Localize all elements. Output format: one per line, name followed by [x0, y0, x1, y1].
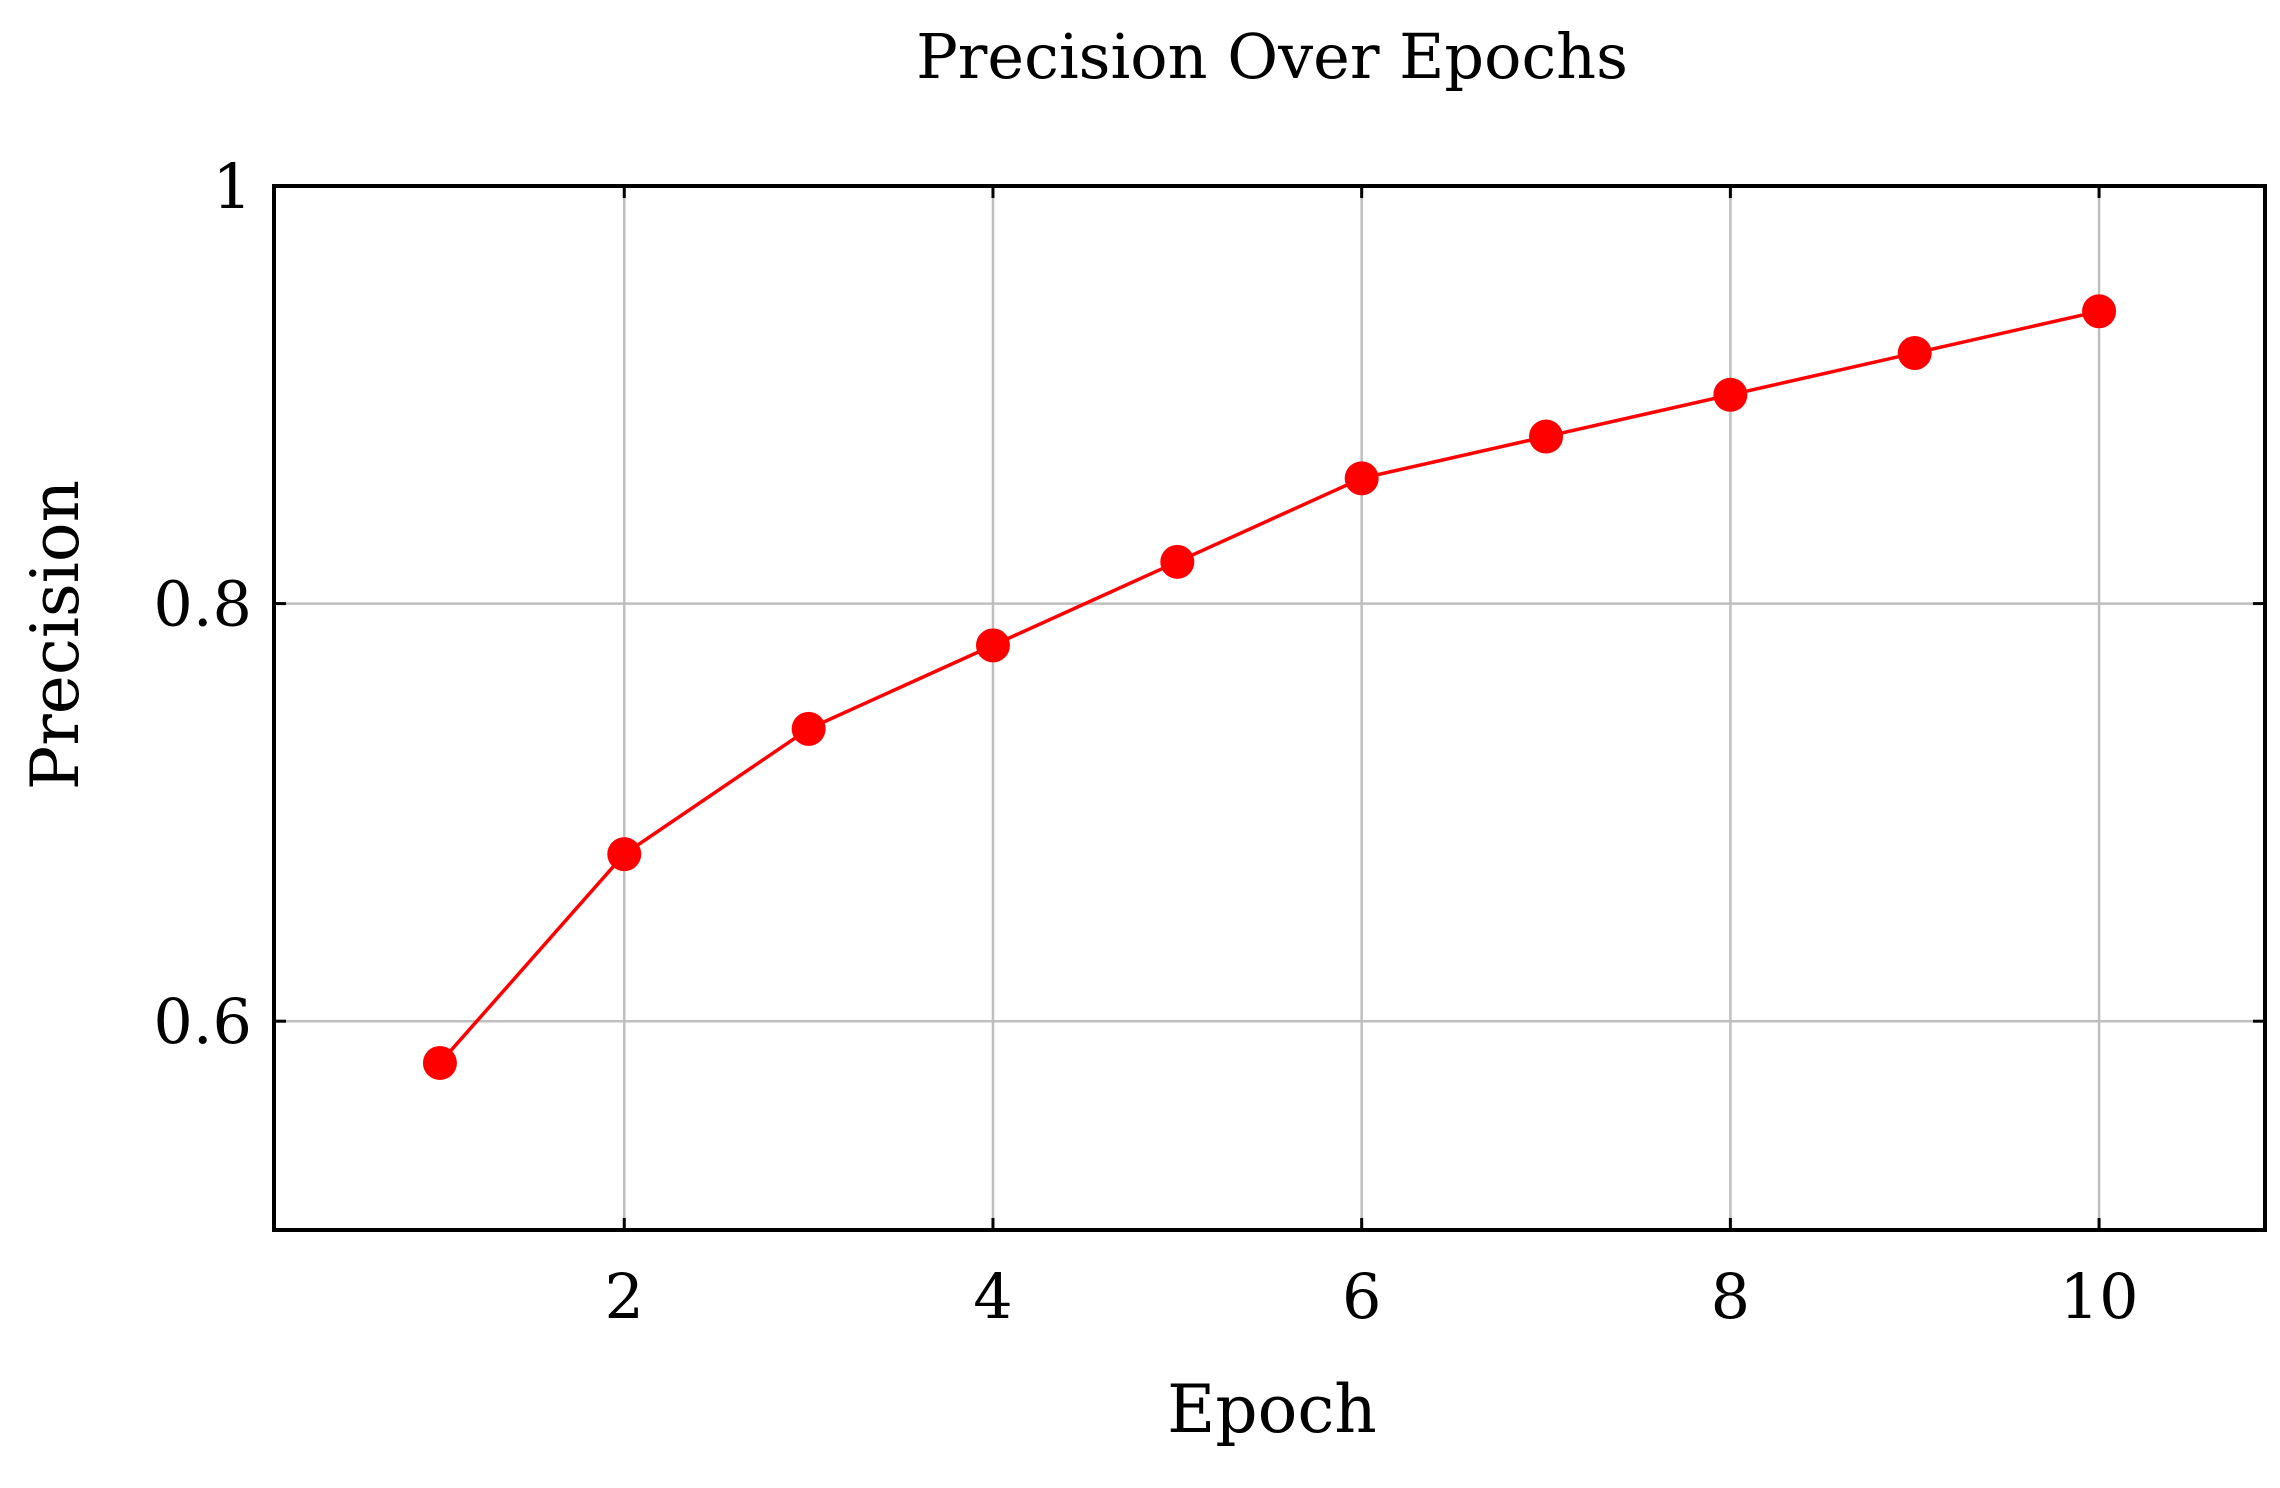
x-tick-label: 4	[973, 1260, 1012, 1333]
x-tick-label: 6	[1342, 1260, 1381, 1333]
data-series	[422, 294, 2117, 1080]
x-axis-label: Epoch	[1167, 1371, 1377, 1448]
series-line	[438, 309, 2100, 1065]
y-axis-label: Precision	[17, 480, 94, 790]
data-point	[1713, 377, 1748, 412]
chart-title: Precision Over Epochs	[916, 20, 1628, 93]
data-point	[1897, 336, 1932, 371]
data-point	[422, 1045, 457, 1080]
grid-lines	[274, 186, 2265, 1230]
data-point	[1529, 419, 1564, 454]
data-point	[1344, 461, 1379, 496]
x-tick-label: 10	[2060, 1260, 2139, 1333]
x-tick-label: 2	[605, 1260, 644, 1333]
y-tick-label: 0.8	[153, 568, 252, 641]
x-tick-label: 8	[1711, 1260, 1750, 1333]
data-point	[607, 837, 642, 872]
data-point	[975, 628, 1010, 663]
plot-frame	[272, 184, 2267, 1232]
tick-labels: 2 4 6 8 10 0.6 0.8 1	[153, 150, 2265, 1333]
y-tick-label: 0.6	[153, 985, 252, 1058]
data-point	[2082, 294, 2117, 329]
y-tick-label: 1	[213, 150, 252, 223]
data-point	[1160, 544, 1195, 579]
data-point	[791, 711, 826, 746]
